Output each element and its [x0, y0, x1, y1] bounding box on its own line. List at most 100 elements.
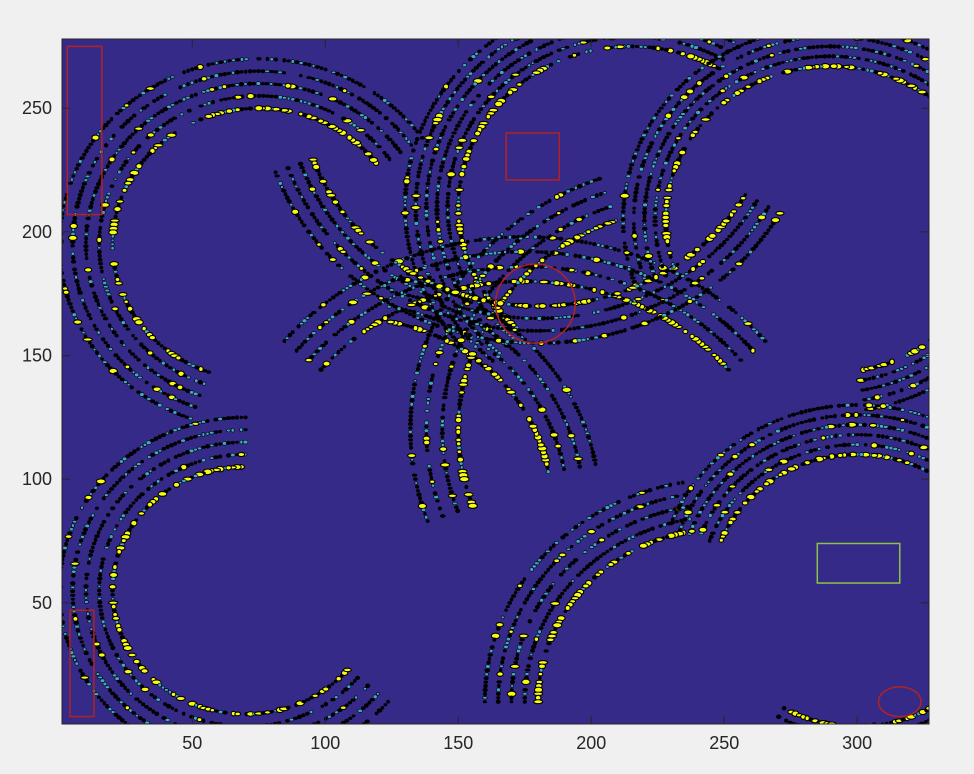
feature-blob: [314, 104, 320, 109]
feature-blob: [741, 473, 748, 478]
feature-blob: [623, 538, 628, 543]
feature-blob: [920, 434, 925, 438]
feature-blob: [716, 66, 722, 71]
feature-blob: [460, 245, 468, 251]
feature-blob: [539, 355, 546, 360]
feature-blob: [909, 440, 914, 446]
feature-blob: [921, 68, 926, 72]
feature-blob: [800, 462, 806, 466]
feature-blob: [712, 458, 717, 463]
feature-blob: [247, 69, 253, 74]
feature-blob: [118, 291, 128, 298]
feature-blob: [764, 65, 770, 70]
feature-blob: [920, 456, 926, 460]
feature-blob: [875, 39, 881, 45]
feature-blob: [535, 580, 541, 585]
feature-blob: [695, 320, 701, 324]
feature-blob: [713, 94, 719, 98]
feature-blob: [111, 330, 117, 335]
feature-blob: [701, 470, 706, 475]
feature-blob: [867, 377, 872, 381]
feature-blob: [731, 453, 739, 460]
feature-blob: [88, 516, 94, 521]
feature-blob: [538, 626, 544, 630]
feature-blob: [576, 41, 582, 46]
feature-blob: [727, 39, 733, 43]
feature-blob: [867, 39, 873, 43]
feature-blob: [495, 354, 501, 359]
feature-blob: [327, 317, 332, 322]
feature-blob: [665, 243, 671, 247]
feature-blob: [738, 77, 743, 82]
feature-blob: [395, 292, 401, 297]
feature-blob: [434, 207, 440, 213]
feature-blob: [201, 445, 206, 449]
feature-blob: [545, 588, 551, 593]
feature-blob: [323, 320, 330, 325]
feature-blob: [546, 637, 555, 643]
feature-blob: [835, 54, 840, 59]
feature-blob: [516, 583, 523, 589]
feature-blob: [598, 274, 603, 278]
feature-blob: [179, 112, 184, 117]
feature-blob: [701, 503, 707, 507]
feature-blob: [423, 213, 430, 218]
feature-blob: [444, 203, 451, 208]
feature-blob: [634, 186, 639, 191]
feature-blob: [614, 263, 620, 268]
feature-blob: [475, 93, 482, 98]
feature-blob: [159, 94, 164, 99]
feature-blob: [516, 332, 522, 337]
feature-blob: [674, 510, 679, 515]
feature-blob: [234, 83, 240, 87]
feature-blob: [180, 425, 186, 430]
feature-blob: [628, 163, 635, 167]
feature-blob: [448, 242, 454, 248]
feature-blob: [132, 658, 141, 665]
feature-blob: [192, 404, 198, 409]
feature-blob: [120, 475, 126, 479]
feature-blob: [637, 261, 642, 266]
feature-blob: [721, 52, 726, 57]
feature-blob: [144, 720, 150, 724]
feature-blob: [340, 690, 345, 695]
feature-blob: [403, 218, 409, 223]
feature-blob: [524, 668, 531, 672]
feature-blob: [129, 524, 135, 529]
feature-blob: [205, 431, 210, 436]
feature-blob: [746, 482, 752, 487]
feature-blob: [71, 565, 78, 570]
feature-blob: [734, 311, 738, 315]
feature-blob: [787, 435, 793, 440]
feature-blob: [105, 703, 110, 709]
feature-blob: [151, 353, 156, 358]
feature-blob: [905, 439, 910, 445]
feature-blob: [457, 266, 462, 270]
feature-blob: [105, 292, 112, 296]
feature-blob: [577, 464, 582, 469]
feature-blob: [510, 39, 515, 43]
feature-blob: [182, 70, 187, 75]
feature-blob: [378, 129, 384, 133]
feature-blob: [121, 163, 127, 167]
feature-blob: [256, 93, 262, 99]
feature-blob: [273, 57, 278, 62]
feature-blob: [440, 87, 447, 93]
feature-blob: [630, 44, 635, 49]
feature-blob: [70, 597, 75, 601]
feature-blob: [493, 61, 498, 67]
feature-blob: [709, 461, 715, 466]
feature-blob: [507, 633, 513, 638]
feature-blob: [319, 79, 324, 84]
feature-blob: [645, 275, 652, 279]
feature-blob: [551, 582, 556, 586]
feature-blob: [504, 608, 508, 612]
feature-blob: [114, 276, 121, 283]
feature-blob: [714, 56, 718, 61]
feature-blob: [734, 79, 740, 84]
feature-blob: [452, 90, 457, 95]
feature-blob: [527, 619, 533, 624]
feature-blob: [84, 572, 90, 577]
feature-blob: [473, 130, 482, 137]
feature-blob: [892, 426, 897, 431]
